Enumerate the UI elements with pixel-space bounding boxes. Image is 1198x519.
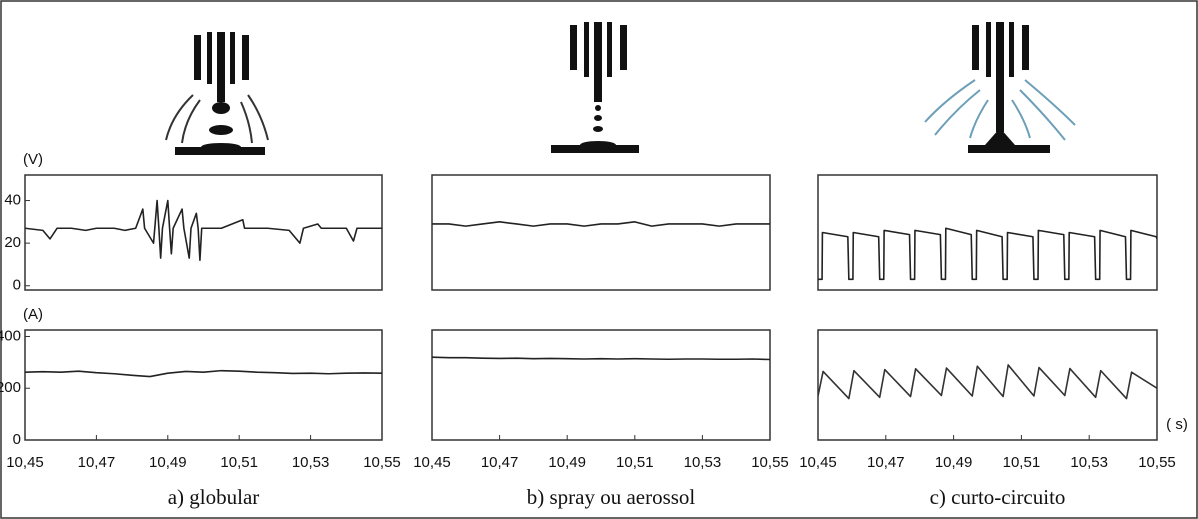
trace <box>432 356 770 361</box>
panel-caption: a) globular <box>168 485 260 509</box>
plot-frame <box>24 174 383 291</box>
trace <box>432 221 770 227</box>
torch-spray <box>551 22 639 153</box>
plot-area <box>432 356 770 361</box>
y-tick-label: 40 <box>4 192 21 209</box>
plot-frame <box>431 174 771 291</box>
plot-frame <box>24 329 383 441</box>
torch-globular <box>165 32 269 155</box>
panel-caption: b) spray ou aerossol <box>527 485 696 509</box>
x-tick-label: 10,51 <box>220 454 258 471</box>
y-tick-label: 0 <box>13 431 21 448</box>
plot-frame <box>431 329 771 441</box>
x-tick-label: 10,55 <box>363 454 401 471</box>
y-tick-label: 400 <box>0 327 21 344</box>
torch-short-circuit <box>924 22 1076 153</box>
x-axis-label: ( s) <box>1166 416 1188 433</box>
y-tick-label: 20 <box>4 234 21 251</box>
plot-area <box>25 199 382 261</box>
x-tick-label: 10,45 <box>799 454 837 471</box>
x-tick-label: 10,45 <box>6 454 44 471</box>
x-tick-label: 10,55 <box>751 454 789 471</box>
y-axis-label: (A) <box>23 306 43 323</box>
trace <box>25 369 382 378</box>
plot-area <box>818 364 1157 400</box>
x-tick-label: 10,49 <box>935 454 973 471</box>
x-tick-label: 10,51 <box>1003 454 1041 471</box>
y-tick-label: 200 <box>0 379 21 396</box>
x-tick-label: 10,53 <box>292 454 330 471</box>
plot-area <box>432 221 770 227</box>
x-tick-label: 10,45 <box>413 454 451 471</box>
plot-area <box>25 369 382 378</box>
x-tick-label: 10,47 <box>867 454 905 471</box>
trace <box>25 199 382 261</box>
x-tick-label: 10,49 <box>149 454 187 471</box>
x-tick-label: 10,51 <box>616 454 654 471</box>
plot-area <box>818 227 1157 281</box>
y-tick-label: 0 <box>13 277 21 294</box>
x-tick-label: 10,53 <box>1070 454 1108 471</box>
trace <box>818 227 1157 281</box>
plot-frame <box>817 329 1158 441</box>
x-tick-label: 10,47 <box>78 454 116 471</box>
x-tick-label: 10,53 <box>684 454 722 471</box>
y-axis-label: (V) <box>23 151 43 168</box>
x-tick-label: 10,49 <box>548 454 586 471</box>
panel-caption: c) curto-circuito <box>930 485 1066 509</box>
trace <box>818 364 1157 400</box>
x-tick-label: 10,55 <box>1138 454 1176 471</box>
x-tick-label: 10,47 <box>481 454 519 471</box>
